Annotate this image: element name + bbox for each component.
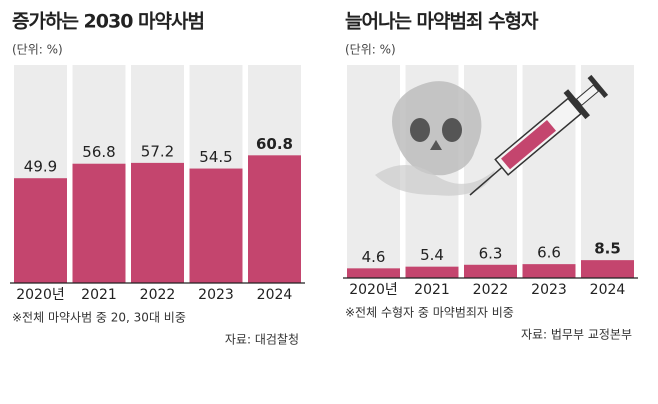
value-label: 49.9 (24, 158, 57, 176)
bar (464, 264, 517, 278)
bar (347, 268, 400, 278)
bar (405, 266, 459, 278)
bar (522, 264, 576, 278)
value-label: 4.6 (362, 248, 386, 266)
x-tick-label: 2020년 (16, 287, 65, 303)
note: ※전체 수형자 중 마약범죄자 비중 (345, 305, 514, 320)
note: ※전체 마약사범 중 20, 30대 비중 (12, 310, 186, 325)
value-label: 57.2 (141, 142, 174, 160)
value-label: 54.5 (199, 148, 232, 166)
value-label: 5.4 (420, 246, 444, 264)
column-background (581, 65, 634, 278)
x-tick-label: 2024 (257, 287, 293, 303)
x-tick-label: 2024 (590, 282, 626, 298)
x-tick-label: 2023 (198, 287, 234, 303)
bar (581, 260, 634, 278)
x-tick-label: 2022 (473, 282, 509, 298)
bar (72, 163, 126, 283)
x-tick-label: 2021 (81, 287, 117, 303)
chart-title: 늘어나는 마약범죄 수형자 (345, 11, 539, 33)
unit-label: (단위: %) (12, 43, 63, 57)
value-label: 56.8 (82, 143, 115, 161)
x-tick-label: 2022 (140, 287, 176, 303)
bar (131, 162, 184, 283)
bar (189, 168, 243, 283)
value-label: 6.6 (537, 244, 561, 262)
bar (248, 155, 301, 283)
source: 자료: 법무부 교정본부 (521, 328, 632, 342)
skull-syringe-illustration (375, 74, 609, 196)
chart-title: 증가하는 2030 마약사범 (12, 11, 204, 33)
x-tick-label: 2023 (531, 282, 567, 298)
source: 자료: 대검찰청 (225, 333, 299, 347)
value-label: 60.8 (256, 135, 293, 153)
bar (14, 178, 67, 283)
unit-label: (단위: %) (345, 43, 396, 57)
x-tick-label: 2020년 (349, 282, 398, 298)
x-tick-label: 2021 (414, 282, 450, 298)
value-label: 6.3 (479, 244, 503, 262)
value-label: 8.5 (594, 240, 621, 258)
